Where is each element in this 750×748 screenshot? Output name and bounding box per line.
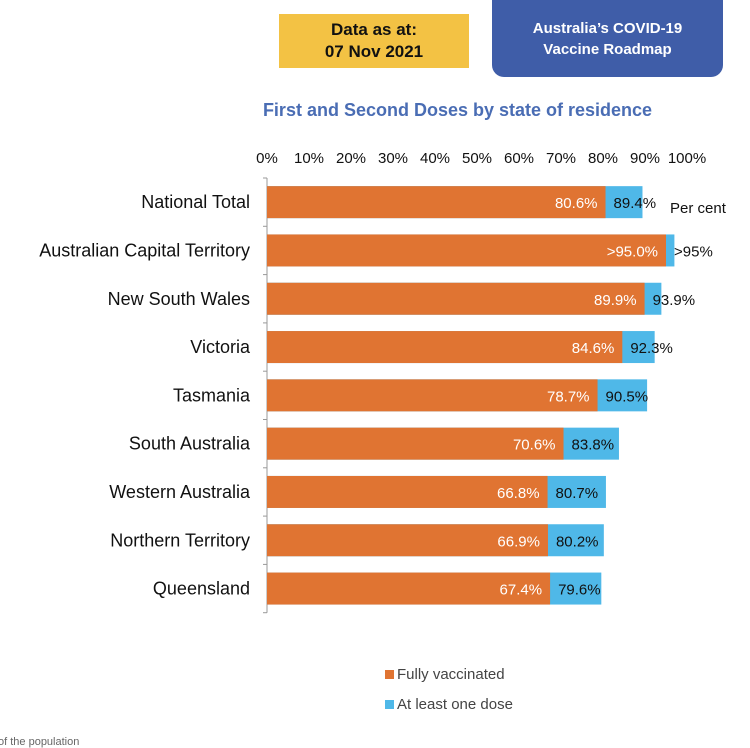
x-tick-label: 20% <box>336 150 366 167</box>
x-tick-label: 100% <box>668 150 706 167</box>
x-tick-label: 50% <box>462 150 492 167</box>
bar-fully-vaccinated <box>267 572 551 605</box>
data-label-fully-vaccinated: >95.0% <box>607 243 658 260</box>
category-label: Western Australia <box>109 482 251 502</box>
roadmap-line-1: Australia’s COVID-19 <box>532 19 683 37</box>
x-tick-label: 10% <box>294 150 324 167</box>
bar-fully-vaccinated <box>267 282 645 315</box>
data-label-fully-vaccinated: 78.7% <box>547 388 590 405</box>
data-label-at-least-one-dose: >95% <box>674 243 713 260</box>
unit-label: Per cent <box>670 200 727 217</box>
bar-fully-vaccinated <box>267 427 564 460</box>
category-label: New South Wales <box>108 289 250 309</box>
data-label-fully-vaccinated: 84.6% <box>572 340 615 357</box>
category-label: Victoria <box>190 337 251 357</box>
data-label-at-least-one-dose: 79.6% <box>558 582 601 599</box>
x-tick-label: 80% <box>588 150 618 167</box>
data-label-at-least-one-dose: 93.9% <box>653 292 696 309</box>
vaccine-roadmap-badge[interactable]: Australia’s COVID-19 Vaccine Roadmap <box>492 0 723 77</box>
data-label-at-least-one-dose: 80.7% <box>556 485 599 502</box>
bar-fully-vaccinated <box>267 186 606 219</box>
bar-fully-vaccinated <box>267 475 548 508</box>
data-label-at-least-one-dose: 80.2% <box>556 533 599 550</box>
bar-fully-vaccinated <box>267 524 548 557</box>
data-label-at-least-one-dose: 83.8% <box>572 437 615 454</box>
data-label-at-least-one-dose: 89.4% <box>614 195 657 212</box>
category-label: National Total <box>141 192 250 212</box>
data-label-at-least-one-dose: 92.3% <box>630 340 673 357</box>
category-label: Tasmania <box>173 385 251 405</box>
legend-label-at-least-one-dose: At least one dose <box>397 696 513 713</box>
x-tick-label: 60% <box>504 150 534 167</box>
x-tick-label: 0% <box>256 150 278 167</box>
bar-fully-vaccinated <box>267 379 598 412</box>
footnote: of the population <box>0 736 80 748</box>
legend-swatch-fully-vaccinated <box>385 670 394 679</box>
bar-fully-vaccinated <box>267 234 666 267</box>
chart-title: First and Second Doses by state of resid… <box>262 100 653 120</box>
x-tick-label: 40% <box>420 150 450 167</box>
date-value: 07 Nov 2021 <box>324 42 424 61</box>
data-label-fully-vaccinated: 89.9% <box>594 292 637 309</box>
roadmap-line-2: Vaccine Roadmap <box>543 40 672 58</box>
data-label-fully-vaccinated: 80.6% <box>555 195 598 212</box>
data-date-badge: Data as at: 07 Nov 2021 <box>279 14 469 68</box>
legend-label-fully-vaccinated: Fully vaccinated <box>397 666 505 683</box>
x-tick-label: 30% <box>378 150 408 167</box>
date-label: Data as at: <box>331 20 417 39</box>
x-tick-label: 70% <box>546 150 576 167</box>
category-label: Queensland <box>153 579 250 599</box>
category-label: South Australia <box>129 434 251 454</box>
data-label-at-least-one-dose: 90.5% <box>606 388 649 405</box>
data-label-fully-vaccinated: 66.9% <box>497 533 540 550</box>
data-label-fully-vaccinated: 70.6% <box>513 437 556 454</box>
bar-fully-vaccinated <box>267 331 623 364</box>
data-label-fully-vaccinated: 66.8% <box>497 485 540 502</box>
legend-swatch-at-least-one-dose <box>385 700 394 709</box>
category-label: Northern Territory <box>110 530 250 550</box>
category-label: Australian Capital Territory <box>39 240 250 260</box>
data-label-fully-vaccinated: 67.4% <box>500 582 543 599</box>
x-tick-label: 90% <box>630 150 660 167</box>
